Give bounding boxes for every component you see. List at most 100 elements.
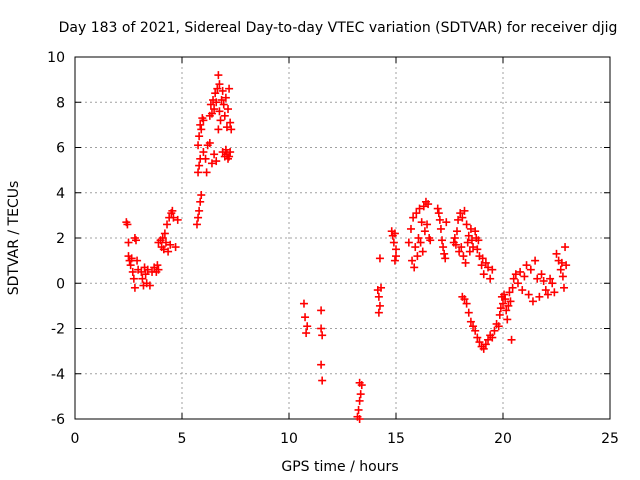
data-point — [511, 270, 520, 279]
data-point — [419, 202, 428, 211]
data-point — [473, 245, 482, 254]
data-point — [524, 290, 533, 299]
data-point — [227, 125, 236, 134]
data-point — [442, 218, 451, 227]
data-points — [122, 71, 571, 423]
data-point — [390, 229, 399, 238]
data-point — [457, 243, 466, 252]
data-point — [439, 243, 448, 252]
data-point — [126, 261, 135, 270]
data-point — [195, 161, 204, 170]
data-point — [389, 238, 398, 247]
data-point — [355, 415, 364, 423]
x-tick-label: 5 — [178, 431, 187, 447]
data-point — [466, 224, 475, 233]
data-point — [196, 197, 205, 206]
data-point — [199, 116, 208, 125]
data-point — [374, 308, 383, 317]
data-point — [509, 274, 518, 283]
data-point — [420, 227, 429, 236]
data-point — [195, 206, 204, 215]
data-point — [215, 80, 224, 89]
data-point — [355, 396, 364, 405]
data-point — [375, 301, 384, 310]
data-point — [464, 308, 473, 317]
y-tick-label: 2 — [56, 231, 65, 247]
data-point — [214, 71, 223, 80]
data-point — [197, 125, 206, 134]
data-point — [168, 206, 177, 215]
data-point — [196, 120, 205, 129]
data-point — [214, 125, 223, 134]
data-point — [221, 93, 230, 102]
data-point — [465, 247, 474, 256]
data-point — [450, 234, 459, 242]
x-tick-label: 0 — [71, 431, 80, 447]
data-point — [137, 267, 146, 276]
data-point — [508, 283, 517, 292]
data-point — [499, 299, 507, 308]
data-point — [516, 267, 525, 276]
data-point — [392, 245, 400, 254]
data-point — [201, 154, 210, 163]
data-point — [504, 301, 513, 310]
data-point — [526, 265, 535, 274]
data-point — [159, 245, 168, 254]
data-point — [458, 213, 467, 222]
data-point — [145, 281, 154, 290]
data-point — [451, 240, 460, 249]
data-point — [143, 265, 152, 274]
data-point — [215, 107, 224, 116]
data-point — [478, 254, 487, 263]
data-point — [550, 288, 559, 297]
data-point — [210, 105, 219, 114]
data-point — [127, 254, 136, 263]
data-point — [522, 261, 531, 270]
data-point — [303, 322, 312, 331]
data-point — [481, 340, 490, 349]
data-point — [424, 200, 433, 209]
data-point — [435, 215, 444, 224]
data-point — [438, 236, 447, 245]
data-point — [513, 279, 522, 288]
y-tick-label: 6 — [56, 141, 65, 157]
data-point — [506, 297, 515, 306]
data-point — [441, 254, 450, 263]
x-tick-label: 20 — [494, 431, 512, 447]
data-point — [528, 297, 537, 306]
data-point — [414, 234, 423, 242]
data-point — [557, 258, 566, 267]
data-point — [161, 238, 170, 247]
data-point — [543, 290, 552, 299]
data-point — [160, 229, 169, 238]
data-point — [124, 238, 133, 247]
data-point — [374, 292, 383, 301]
data-point — [217, 95, 226, 104]
data-point — [173, 215, 182, 224]
data-point — [426, 236, 435, 245]
x-tick-label: 15 — [387, 431, 405, 447]
data-point — [552, 249, 561, 258]
data-point — [474, 236, 483, 245]
data-point — [404, 238, 413, 247]
data-point — [413, 252, 422, 261]
data-point — [138, 274, 147, 283]
data-point — [195, 132, 204, 141]
data-point — [533, 274, 542, 283]
data-point — [154, 265, 163, 274]
data-point — [469, 243, 478, 252]
data-point — [562, 261, 571, 270]
data-point — [390, 256, 399, 265]
data-point — [194, 141, 203, 150]
data-point — [207, 109, 216, 118]
data-point — [212, 98, 221, 107]
data-point — [317, 360, 326, 369]
data-point — [490, 326, 499, 335]
data-point — [194, 213, 203, 222]
data-point — [479, 270, 488, 279]
data-point — [416, 238, 425, 247]
data-point — [299, 299, 308, 308]
data-point — [464, 231, 473, 240]
data-point — [206, 100, 215, 109]
